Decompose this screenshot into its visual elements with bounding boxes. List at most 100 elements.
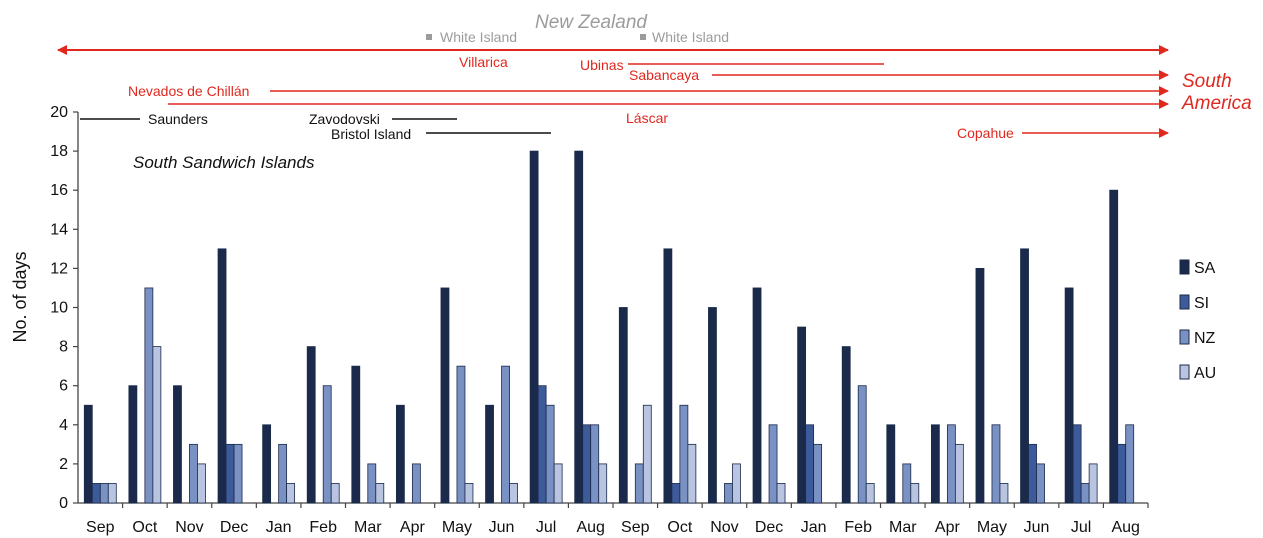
region-label-south-america-line2: America <box>1181 93 1252 114</box>
bar-sa-sep-0 <box>83 404 93 504</box>
y-axis-label: No. of days <box>10 251 30 342</box>
bar-au-aug-11 <box>598 463 608 504</box>
bars <box>83 150 1135 504</box>
bar-si-sep-0 <box>91 483 101 504</box>
x-tick-label: Jul <box>1071 519 1091 536</box>
legend-label-sa: SA <box>1194 260 1216 277</box>
bar-au-nov-2 <box>197 463 206 504</box>
bar-nz-jul-22 <box>1080 483 1090 504</box>
bar-nz-may-8 <box>456 365 466 504</box>
bar-si-dec-3 <box>225 443 235 504</box>
legend-label-nz: NZ <box>1194 330 1216 347</box>
volcano-label-copahue: Copahue <box>957 125 1014 141</box>
bar-au-sep-12 <box>642 404 652 504</box>
bar-nz-mar-6 <box>367 463 377 504</box>
bar-si-aug-11 <box>582 424 592 504</box>
bar-nz-jul-10 <box>545 404 555 504</box>
legend-swatch-au <box>1179 364 1190 380</box>
bar-sa-apr-19 <box>930 424 940 504</box>
bar-sa-mar-18 <box>886 424 896 504</box>
y-tick-label: 10 <box>50 300 68 317</box>
y-tick-label: 20 <box>50 104 68 121</box>
legend-label-au: AU <box>1194 365 1216 382</box>
bar-au-oct-1 <box>152 346 162 504</box>
bar-nz-oct-13 <box>679 404 689 504</box>
y-tick-label: 16 <box>50 182 68 199</box>
y-tick-label: 14 <box>50 221 68 238</box>
x-tick-label: Jan <box>801 519 827 536</box>
bar-nz-feb-5 <box>322 385 332 504</box>
bar-sa-jul-10 <box>529 150 539 504</box>
legend-label-si: SI <box>1194 295 1209 312</box>
bar-nz-jun-21 <box>1036 463 1045 504</box>
bar-sa-jan-4 <box>262 424 272 504</box>
bar-au-mar-18 <box>910 483 920 504</box>
bar-sa-nov-14 <box>708 307 717 504</box>
bar-au-jun-9 <box>509 483 518 504</box>
x-tick-label: Apr <box>935 519 961 536</box>
bar-au-feb-5 <box>330 483 340 504</box>
bar-nz-dec-15 <box>768 424 778 504</box>
bar-sa-may-20 <box>975 267 985 504</box>
volcano-label-saunders: Saunders <box>148 111 208 127</box>
x-tick-label: May <box>977 519 1007 536</box>
y-tick-label: 8 <box>59 339 68 356</box>
x-tick-label: Mar <box>354 519 382 536</box>
white-island-marker-1 <box>426 34 432 40</box>
x-tick-label: Dec <box>220 519 248 536</box>
bar-sa-jun-9 <box>485 404 494 504</box>
bar-sa-apr-7 <box>395 404 405 504</box>
bar-nz-apr-7 <box>411 463 421 504</box>
bar-si-jul-10 <box>537 385 547 504</box>
volcano-label-sabancaya: Sabancaya <box>629 67 699 83</box>
bar-au-dec-15 <box>776 483 786 504</box>
bar-sa-jan-16 <box>797 326 807 504</box>
legend-swatch-si <box>1179 294 1190 310</box>
bar-nz-jan-4 <box>278 443 288 504</box>
bar-sa-oct-1 <box>128 385 138 504</box>
region-label-new-zealand: New Zealand <box>535 12 648 33</box>
bar-sa-jul-22 <box>1064 287 1074 504</box>
bar-nz-sep-12 <box>634 463 644 504</box>
x-tick-label: Mar <box>889 519 917 536</box>
x-tick-label: Apr <box>400 519 426 536</box>
bar-au-feb-17 <box>865 483 875 504</box>
y-tick-label: 4 <box>59 417 68 434</box>
bar-sa-feb-17 <box>841 346 851 504</box>
x-tick-label: Aug <box>1111 519 1139 536</box>
bar-au-jul-22 <box>1088 463 1098 504</box>
volcano-label-lascar: Láscar <box>626 110 668 126</box>
legend-swatch-sa <box>1179 259 1190 275</box>
bar-au-nov-14 <box>732 463 741 504</box>
volcano-label-villarica: Villarica <box>459 54 508 70</box>
bar-au-oct-13 <box>687 443 697 504</box>
bar-nz-may-20 <box>991 424 1001 504</box>
x-tick-label: Oct <box>132 519 157 536</box>
bar-sa-dec-15 <box>752 287 762 504</box>
region-label-south-sandwich-islands: South Sandwich Islands <box>133 153 315 172</box>
x-tick-label: Jun <box>1024 519 1050 536</box>
y-tick-label: 12 <box>50 260 68 277</box>
bar-sa-dec-3 <box>217 248 227 504</box>
bar-nz-aug-11 <box>590 424 600 504</box>
bar-nz-apr-19 <box>946 424 956 504</box>
volcano-label-nevados-de-chillan: Nevados de Chillán <box>128 83 249 99</box>
y-tick-label: 6 <box>59 378 68 395</box>
x-tick-label: Jul <box>536 519 556 536</box>
bar-si-oct-13 <box>671 483 681 504</box>
x-tick-label: Nov <box>710 519 738 536</box>
x-tick-label: May <box>442 519 472 536</box>
volcano-label-ubinas: Ubinas <box>580 57 624 73</box>
white-island-marker-2 <box>640 34 646 40</box>
bar-sa-mar-6 <box>351 365 361 504</box>
x-tick-label: Aug <box>576 519 604 536</box>
bar-nz-jun-9 <box>501 365 510 504</box>
bar-sa-jun-21 <box>1020 248 1029 504</box>
x-tick-label: Sep <box>621 519 650 536</box>
legend-swatch-nz <box>1179 329 1190 345</box>
region-label-south-america-line1: South <box>1182 71 1232 92</box>
x-tick-label: Feb <box>309 519 337 536</box>
volcano-label-bristol-island: Bristol Island <box>331 126 411 142</box>
bar-nz-jan-16 <box>813 443 823 504</box>
